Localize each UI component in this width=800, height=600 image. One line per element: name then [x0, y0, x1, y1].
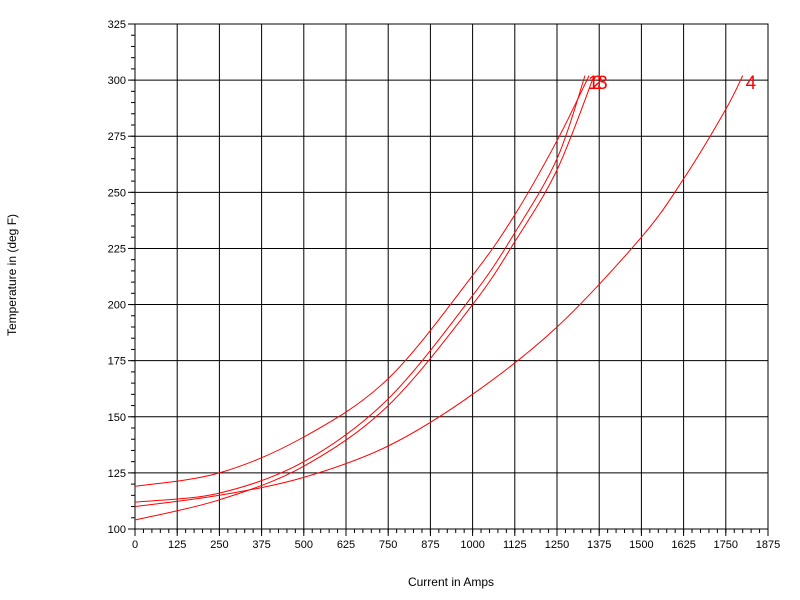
x-axis-title: Current in Amps [408, 575, 494, 589]
series-label-1: 1 [588, 73, 599, 94]
series-label-2: 2 [592, 73, 603, 94]
chart-series [134, 75, 744, 521]
series-label-3: 3 [597, 73, 608, 94]
x-tick-label: 500 [295, 539, 313, 551]
y-tick-label: 100 [108, 524, 126, 536]
x-tick-label: 1250 [545, 539, 569, 551]
x-tick-label: 1750 [714, 539, 738, 551]
y-tick-label: 225 [108, 243, 126, 255]
series-line-4 [134, 75, 744, 508]
x-tick-label: 375 [252, 539, 270, 551]
series-line-3 [134, 75, 595, 521]
chart-grid [134, 23, 769, 530]
y-axis-title: Temperature in (deg F) [5, 214, 19, 336]
x-tick-label: 1125 [503, 539, 527, 551]
plot-frame [134, 23, 769, 530]
series-line-2 [134, 75, 590, 487]
x-tick-label: 875 [421, 539, 439, 551]
x-tick-label: 750 [379, 539, 397, 551]
y-tick-label: 150 [108, 412, 126, 424]
y-tick-label: 125 [108, 468, 126, 480]
x-tick-label: 1375 [587, 539, 611, 551]
x-tick-label: 1625 [671, 539, 695, 551]
y-tick-label: 250 [108, 187, 126, 199]
x-tick-label: 125 [168, 539, 186, 551]
chart-ticks: 0 125 250 375 500 625 750 875 1000 1125 1250 1375 15… [108, 19, 781, 551]
x-tick-label: 0 [132, 539, 138, 551]
x-tick-label: 1875 [756, 539, 780, 551]
x-tick-label: 1000 [460, 539, 484, 551]
y-tick-label: 275 [108, 131, 126, 143]
chart-series-labels: 123 4 [588, 73, 757, 94]
x-tick-label: 250 [210, 539, 228, 551]
y-tick-label: 200 [108, 300, 126, 312]
series-line-1 [134, 75, 586, 503]
y-tick-label: 175 [108, 356, 126, 368]
series-label-4: 4 [746, 73, 757, 94]
x-tick-label: 1500 [629, 539, 653, 551]
y-tick-label: 300 [108, 75, 126, 87]
y-tick-label: 325 [108, 19, 126, 31]
x-tick-label: 625 [337, 539, 355, 551]
